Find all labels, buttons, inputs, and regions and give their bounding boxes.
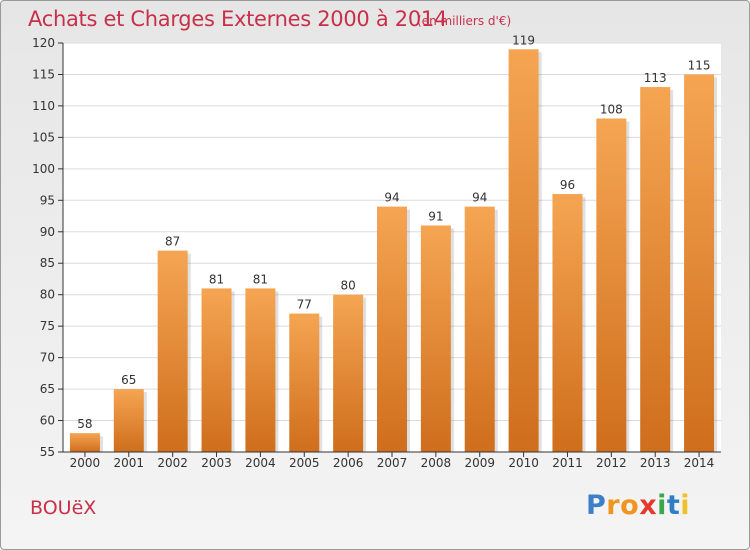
y-tick-label: 65 <box>40 382 55 396</box>
bar-2007 <box>377 206 407 452</box>
bar-2000 <box>69 433 100 452</box>
logo-letter: r <box>606 490 621 521</box>
bar-2012 <box>596 118 627 452</box>
x-axis: 2000 2001 2002 2003 2004 2005 2006 2007 2008 2009… <box>63 451 721 470</box>
value-label-2001: 65 <box>121 373 136 387</box>
y-tick-label: 110 <box>32 99 55 113</box>
logo-letter: x <box>639 490 658 521</box>
x-tick-label-2007: 2007 <box>377 456 408 470</box>
x-tick-label-2006: 2006 <box>333 456 364 470</box>
logo-letter: i <box>680 490 691 521</box>
y-tick-label: 115 <box>32 67 55 81</box>
y-tick-label: 55 <box>40 445 55 459</box>
value-label-2014: 115 <box>688 58 711 72</box>
bar-2002 <box>157 250 188 452</box>
bar-2005 <box>289 313 320 452</box>
y-tick-label: 80 <box>40 288 55 302</box>
x-tick-label-2008: 2008 <box>421 456 452 470</box>
x-tick-label-2011: 2011 <box>552 456 583 470</box>
x-tick-label-2004: 2004 <box>245 456 276 470</box>
chart-title: Achats et Charges Externes 2000 à 2014 <box>28 7 448 31</box>
bars <box>69 49 718 453</box>
x-tick-label-2010: 2010 <box>508 456 539 470</box>
commune-name: BOUëX <box>30 497 97 519</box>
value-label-2005: 77 <box>297 298 312 312</box>
y-tick-label: 90 <box>40 225 55 239</box>
value-label-2000: 58 <box>77 417 92 431</box>
value-label-2003: 81 <box>209 272 224 286</box>
value-label-2004: 81 <box>253 272 268 286</box>
bar-2008 <box>420 225 451 452</box>
y-tick-label: 100 <box>32 162 55 176</box>
logo-letter: P <box>586 490 607 521</box>
value-label-2009: 94 <box>472 191 487 205</box>
x-tick-label-2003: 2003 <box>201 456 232 470</box>
y-tick-label: 70 <box>40 351 55 365</box>
x-tick-label-2013: 2013 <box>640 456 671 470</box>
bar-2006 <box>333 294 364 452</box>
logo-letter: i <box>657 490 667 521</box>
x-tick-label-2000: 2000 <box>70 456 101 470</box>
x-tick-label-2005: 2005 <box>289 456 320 470</box>
chart-unit: (en milliers d'€) <box>417 14 512 28</box>
bar-2001 <box>113 389 144 452</box>
value-label-2006: 80 <box>340 279 355 293</box>
value-label-2010: 119 <box>512 33 535 47</box>
value-label-2013: 113 <box>644 71 667 85</box>
proxiti-logo: Proxiti <box>586 490 690 521</box>
value-label-2002: 87 <box>165 235 180 249</box>
bar-2003 <box>201 288 232 452</box>
y-tick-label: 95 <box>40 193 55 207</box>
y-axis: 55 60 65 70 75 80 85 90 95 100 105 110 115 120 <box>32 36 64 459</box>
bar-2013 <box>640 87 671 453</box>
bar-2004 <box>245 288 276 452</box>
x-tick-label-2014: 2014 <box>684 456 715 470</box>
value-label-2012: 108 <box>600 103 623 117</box>
bar-2009 <box>464 206 495 452</box>
x-tick-label-2012: 2012 <box>596 456 627 470</box>
value-label-2008: 91 <box>428 209 443 223</box>
x-tick-label-2001: 2001 <box>114 456 145 470</box>
x-tick-label-2002: 2002 <box>157 456 188 470</box>
y-tick-label: 120 <box>32 36 55 50</box>
logo-letter: o <box>620 490 640 521</box>
value-label-2011: 96 <box>560 178 575 192</box>
logo-letter: t <box>666 490 681 521</box>
value-labels: 58 65 87 81 81 77 80 94 91 94 119 96 108 113 115 <box>77 33 710 431</box>
bar-2010 <box>508 49 539 453</box>
bar-2014 <box>684 74 715 452</box>
y-tick-label: 105 <box>32 130 55 144</box>
x-tick-label-2009: 2009 <box>464 456 495 470</box>
value-label-2007: 94 <box>384 191 399 205</box>
y-tick-label: 75 <box>40 319 55 333</box>
y-tick-label: 60 <box>40 414 55 428</box>
bar-2011 <box>552 194 583 452</box>
y-tick-label: 85 <box>40 256 55 270</box>
